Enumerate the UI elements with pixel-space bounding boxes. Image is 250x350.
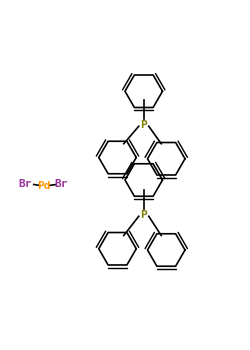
Text: Br: Br: [18, 179, 32, 189]
Text: Pd: Pd: [37, 181, 51, 191]
Text: P: P: [140, 210, 147, 220]
Text: P: P: [140, 120, 147, 130]
Text: Br: Br: [54, 179, 68, 189]
